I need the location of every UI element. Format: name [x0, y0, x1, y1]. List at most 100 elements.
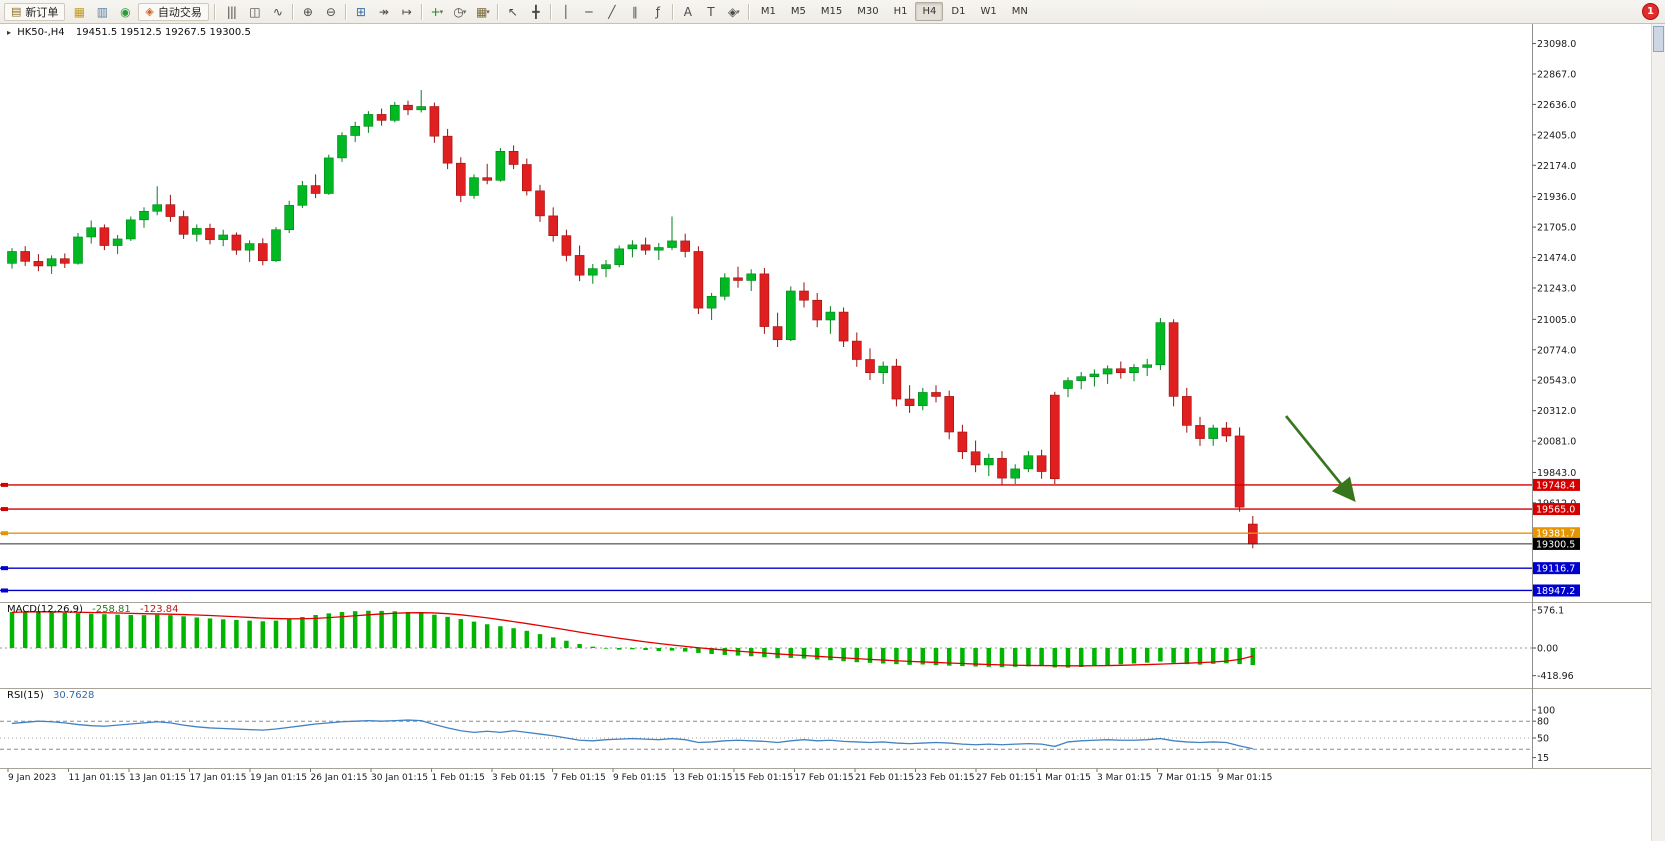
timeframe-M30[interactable]: M30 [857, 6, 879, 17]
crosshair-button[interactable]: ╋ [524, 2, 547, 22]
dropdown-caret-icon: ▾ [486, 7, 489, 16]
auto-trading-label: 自动交易 [157, 5, 202, 19]
new-order-icon: ▤ [11, 5, 22, 18]
zoom-in-button[interactable]: ⊕ [296, 2, 319, 22]
auto-trading-button[interactable]: ◈ 自动交易 [138, 2, 209, 21]
equidistant-channel-button[interactable]: ∥ [623, 2, 646, 22]
candle [970, 440, 981, 473]
chart-shift-button[interactable]: ↦ [395, 2, 418, 22]
time-axis-label: 9 Mar 01:15 [1218, 773, 1272, 783]
arrows-shapes-button[interactable]: ◈ ▾ [722, 2, 745, 22]
timeframe-D1[interactable]: D1 [951, 6, 966, 17]
line-anchor-handle[interactable] [1, 482, 8, 487]
candle [403, 100, 413, 116]
cursor-button[interactable]: ↖ [501, 2, 524, 22]
scrollbar-thumb[interactable] [1653, 26, 1664, 52]
periods-icon: ◷ [453, 4, 464, 19]
vertical-scrollbar[interactable] [1651, 24, 1665, 841]
price-level-badge [1533, 584, 1580, 597]
trend-arrow-annotation[interactable] [1284, 415, 1356, 503]
candlestick-chart-icon: ◫ [249, 4, 260, 19]
rsi-axis-label: 15 [1537, 753, 1549, 764]
notification-badge[interactable]: 1 [1642, 3, 1659, 20]
price-axis-label: 20774.0 [1537, 345, 1576, 356]
market-watch-button[interactable]: ▦ [67, 2, 90, 22]
navigator-icon: ◉ [120, 4, 131, 19]
zoom-out-button[interactable]: ⊖ [319, 2, 342, 22]
dropdown-caret-icon: ▾ [736, 7, 739, 16]
line-anchor-handle[interactable] [1, 531, 8, 536]
trendline-button[interactable]: ╱ [600, 2, 623, 22]
expand-arrow-icon[interactable]: ▸ [7, 28, 12, 37]
candle [997, 451, 1007, 486]
text-button[interactable]: A [676, 2, 699, 22]
candle [759, 267, 770, 334]
timeframe-M5[interactable]: M5 [790, 6, 806, 17]
candle [1036, 449, 1047, 479]
crosshair-icon: ╋ [532, 4, 539, 19]
rsi-line [11, 719, 1253, 750]
horizontal-line-button[interactable]: ─ [577, 2, 600, 22]
price-level-badge [1533, 537, 1580, 550]
candle [746, 269, 757, 291]
timeframe-W1[interactable]: W1 [980, 6, 997, 17]
line-anchor-handle[interactable] [1, 566, 8, 571]
timeframe-MN[interactable]: MN [1011, 6, 1028, 17]
price-axis-label: 22636.0 [1537, 100, 1576, 111]
candle [152, 186, 162, 216]
indicators-button[interactable]: + ▾ [425, 2, 448, 22]
price-level-badge-text: 19300.5 [1536, 539, 1575, 550]
line-chart-button[interactable]: ∿ [266, 2, 289, 22]
vertical-line-icon: │ [562, 4, 569, 19]
timeframe-M1[interactable]: M1 [760, 6, 776, 17]
candle [508, 145, 519, 170]
toolbar-separator [549, 3, 551, 20]
timeframe-H4[interactable]: H4 [915, 2, 944, 21]
line-anchor-handle[interactable] [1, 507, 8, 512]
timeframe-M15[interactable]: M15 [820, 6, 843, 17]
rsi-indicator-label: RSI(15) 30.7628 [7, 690, 94, 701]
candlestick-series [7, 90, 1258, 549]
fibonacci-button[interactable]: ƒ [646, 2, 669, 22]
tile-windows-button[interactable]: ⊞ [349, 2, 372, 22]
auto-scroll-button[interactable]: ↠ [372, 2, 395, 22]
candle [59, 253, 70, 268]
candle [825, 306, 836, 334]
navigator-button[interactable]: ◉ [113, 2, 136, 22]
candle [706, 292, 717, 320]
templates-button[interactable]: ▦ ▾ [471, 2, 494, 22]
data-window-icon: ▥ [96, 4, 108, 19]
line-anchor-handle[interactable] [1, 588, 8, 593]
vertical-line-button[interactable]: │ [554, 2, 577, 22]
time-axis-label: 27 Feb 01:15 [976, 773, 1035, 783]
time-axis-label: 13 Jan 01:15 [129, 773, 186, 783]
candle [218, 229, 228, 247]
candle [587, 263, 598, 284]
timeframe-H1[interactable]: H1 [893, 6, 908, 17]
toolbar-separator [291, 3, 293, 20]
zoom-out-icon: ⊖ [325, 4, 336, 19]
candle [297, 180, 308, 208]
candle [257, 238, 268, 266]
macd-panel: 576.1 0.00 -418.96 [0, 605, 1574, 682]
candle [244, 240, 255, 263]
toolbar-separator [420, 3, 422, 20]
templates-icon: ▦ [475, 4, 487, 19]
bar-chart-button[interactable]: ||| [220, 2, 243, 22]
price-level-badge-text: 19116.7 [1536, 564, 1575, 575]
toolbar-separator [496, 3, 498, 20]
candle [1050, 391, 1060, 485]
data-window-button[interactable]: ▥ [90, 2, 113, 22]
candle [640, 237, 651, 255]
text-label-button[interactable]: T [699, 2, 722, 22]
macd-indicator-label: MACD(12,26,9) -258.81 -123.84 [7, 604, 179, 615]
candle [455, 157, 466, 203]
candle [904, 385, 915, 413]
candle [73, 233, 83, 265]
equidistant-channel-icon: ∥ [631, 4, 638, 19]
new-order-button[interactable]: ▤ 新订单 [4, 2, 66, 21]
candle [1089, 369, 1100, 387]
candlestick-chart-button[interactable]: ◫ [243, 2, 266, 22]
periods-button[interactable]: ◷ ▾ [448, 2, 471, 22]
